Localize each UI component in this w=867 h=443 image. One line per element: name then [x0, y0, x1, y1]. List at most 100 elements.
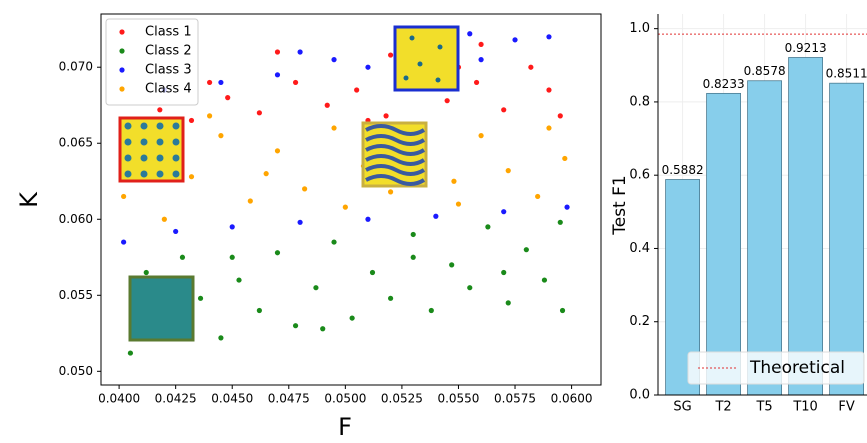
point: [467, 31, 473, 37]
inset-dot: [124, 122, 132, 130]
point: [410, 254, 416, 260]
inset-dot: [435, 77, 441, 83]
point: [467, 285, 473, 291]
y-tick-label: 0.0: [629, 388, 650, 403]
point: [206, 79, 213, 86]
y-tick-label: 0.2: [629, 314, 650, 329]
x-axis-label: F: [338, 413, 352, 441]
x-tick-label: T10: [792, 400, 817, 415]
inset-dot: [172, 154, 180, 162]
point: [387, 189, 394, 195]
point: [557, 219, 563, 225]
x-tick-label: 0.0475: [268, 392, 310, 406]
point: [292, 323, 299, 329]
point: [218, 335, 224, 341]
point: [365, 216, 371, 222]
point: [320, 326, 326, 332]
point: [274, 250, 281, 256]
point: [127, 350, 134, 356]
bar-panel: 0.0 0.2 0.4 0.6 0.8 1.0 0.5882 SG 0.8233 T2 0.8578…: [610, 14, 867, 415]
x-tick-label: SG: [673, 400, 691, 415]
point: [387, 295, 394, 301]
inset-stripe: [365, 164, 426, 176]
point: [229, 254, 235, 260]
point: [473, 79, 480, 86]
inset-dot: [140, 170, 148, 178]
point: [557, 113, 563, 119]
point: [331, 239, 337, 245]
point: [297, 219, 303, 225]
value-label: 0.5882: [662, 163, 704, 177]
y-tick-label: 0.4: [629, 241, 650, 256]
value-label: 0.8511: [826, 67, 867, 81]
point: [433, 213, 439, 219]
inset-dot: [124, 170, 132, 178]
point: [274, 49, 281, 55]
legend-label: Theoretical: [749, 358, 845, 378]
inset-dot: [140, 154, 148, 162]
point: [256, 110, 262, 116]
inset-image: [118, 116, 185, 183]
inset-dot: [156, 154, 164, 162]
point: [535, 193, 541, 200]
point: [365, 64, 371, 70]
value-label: 0.9213: [785, 41, 827, 55]
bar: [747, 80, 782, 396]
point: [274, 148, 281, 154]
point: [225, 95, 231, 101]
inset-dot: [172, 170, 180, 178]
x-tick-label: 0.0500: [324, 392, 366, 406]
x-tick-label: FV: [838, 400, 854, 415]
inset-dot: [156, 138, 164, 146]
point: [410, 231, 416, 238]
y-axis-label: K: [15, 191, 43, 208]
bar: [706, 92, 741, 396]
legend-box: [687, 351, 865, 385]
point: [455, 201, 462, 207]
inset-dot: [156, 122, 164, 130]
y-tick-label: 0.060: [59, 212, 93, 226]
y-tick-label: 0.055: [59, 288, 93, 302]
point: [188, 174, 195, 180]
point: [218, 79, 224, 86]
point: [292, 79, 299, 86]
legend-label: Class 1: [145, 25, 192, 40]
point: [546, 34, 552, 40]
y-tick-label: 0.6: [629, 168, 650, 183]
legend-label: Class 3: [145, 63, 192, 78]
point: [546, 87, 552, 93]
inset-dot: [140, 122, 148, 130]
inset-image: [393, 25, 460, 92]
point: [562, 155, 568, 162]
point: [354, 87, 360, 93]
point: [546, 125, 552, 131]
point: [297, 49, 303, 55]
scatter-panel: 0.0400 0.0425 0.0450 0.0475 0.0500 0.0525 0.05…: [15, 13, 602, 441]
x-tick-label: 0.0450: [211, 392, 253, 406]
value-label: 0.8233: [703, 77, 745, 91]
x-tick-label: 0.0400: [98, 392, 140, 406]
point: [206, 113, 213, 119]
inset-dot: [417, 61, 423, 67]
point: [197, 295, 204, 301]
inset-dot: [172, 138, 180, 146]
value-label: 0.8578: [744, 64, 786, 78]
point: [143, 269, 149, 276]
point: [478, 133, 484, 139]
inset-dot: [140, 138, 148, 146]
y-axis-label: Test F1: [610, 175, 630, 235]
x-tick-label: 0.0550: [437, 392, 479, 406]
inset-dot: [437, 44, 443, 50]
inset-dot: [124, 154, 132, 162]
point: [444, 98, 450, 104]
point: [501, 209, 507, 215]
legend-box: [105, 18, 199, 106]
point: [188, 117, 195, 124]
point: [342, 204, 348, 210]
point: [478, 57, 484, 63]
x-tick-label: 0.0525: [381, 392, 423, 406]
inset-dot: [409, 35, 415, 41]
point: [501, 107, 507, 113]
point: [121, 193, 127, 200]
